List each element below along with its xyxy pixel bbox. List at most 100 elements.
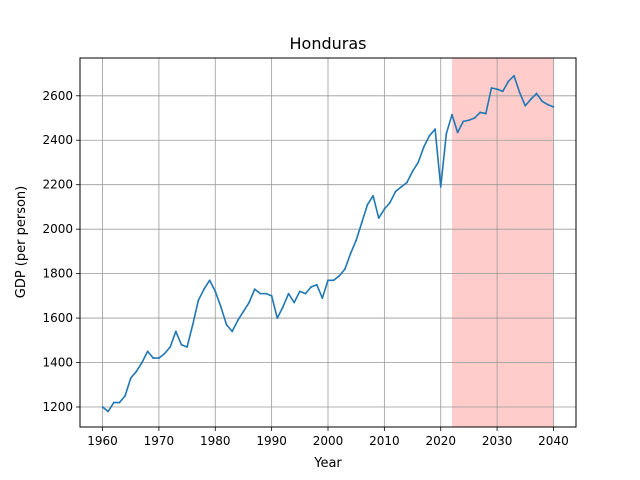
data-point — [535, 92, 538, 95]
gridlines — [80, 58, 576, 427]
data-point — [287, 292, 290, 295]
data-point — [383, 208, 386, 211]
data-point — [231, 330, 234, 333]
data-point — [468, 119, 470, 122]
data-point — [445, 132, 448, 135]
data-point — [107, 410, 110, 413]
data-point — [248, 301, 250, 304]
data-point — [372, 194, 374, 197]
data-point — [191, 323, 194, 326]
data-point — [344, 268, 346, 271]
data-point — [152, 357, 155, 359]
data-point — [214, 290, 217, 293]
y-tick-label: 1800 — [42, 267, 73, 281]
data-point — [513, 74, 515, 77]
data-point — [276, 317, 279, 319]
x-tick-label: 1970 — [144, 434, 175, 448]
x-tick-label: 2010 — [369, 434, 400, 448]
y-tick-label: 2000 — [42, 222, 73, 236]
data-point — [259, 292, 262, 295]
data-point — [394, 190, 397, 193]
data-point — [490, 87, 493, 89]
data-point — [428, 134, 431, 137]
highlight-band-rect — [452, 58, 554, 427]
data-point — [530, 98, 532, 101]
data-point — [282, 306, 284, 308]
data-point — [406, 181, 408, 184]
data-point — [400, 186, 403, 188]
data-point — [332, 279, 335, 282]
data-point — [270, 294, 273, 297]
data-point — [293, 301, 296, 304]
y-tick-label: 2400 — [42, 133, 73, 147]
y-tick-label: 2200 — [42, 178, 73, 192]
data-point — [180, 343, 183, 346]
data-point — [479, 111, 482, 114]
data-point — [186, 346, 188, 348]
data-point — [439, 186, 442, 188]
data-point — [321, 297, 324, 299]
x-tick-label: 2030 — [482, 434, 513, 448]
x-tick-label: 1960 — [87, 434, 118, 448]
data-point — [135, 370, 138, 373]
data-point — [315, 283, 318, 286]
data-point — [360, 221, 363, 224]
data-point — [310, 286, 312, 288]
data-point — [236, 319, 239, 322]
data-point — [197, 299, 200, 302]
data-point — [507, 80, 510, 83]
y-axis-ticks: 1200 1400 1600 1800 2000 2200 2400 2600 — [42, 89, 80, 414]
data-point — [377, 217, 380, 219]
data-point — [541, 100, 544, 103]
data-point — [434, 128, 436, 131]
data-point — [225, 323, 228, 326]
data-point — [163, 352, 166, 355]
x-axis-ticks: 1960 1970 1980 1990 2000 2010 2020 2030 2040 — [87, 427, 569, 448]
data-point — [129, 377, 132, 379]
data-point — [411, 170, 414, 173]
data-point — [417, 161, 420, 164]
data-point — [462, 120, 465, 123]
data-point — [501, 90, 504, 93]
y-tick-label: 1200 — [42, 400, 73, 414]
data-point — [349, 252, 352, 255]
forecast-highlight-band — [452, 58, 554, 427]
data-point — [242, 310, 245, 313]
data-point — [422, 146, 425, 148]
data-point — [338, 274, 341, 277]
data-point — [208, 279, 211, 282]
data-point — [101, 406, 104, 408]
x-axis-label: Year — [313, 456, 342, 471]
data-point — [524, 104, 527, 107]
data-point — [118, 401, 121, 404]
data-point — [546, 103, 549, 106]
data-point — [552, 106, 555, 108]
chart-title: Honduras — [290, 34, 367, 53]
data-point — [456, 131, 459, 134]
data-point — [124, 394, 126, 397]
data-point — [265, 292, 267, 295]
data-point — [327, 279, 329, 282]
x-tick-label: 1980 — [200, 434, 231, 448]
data-point — [253, 288, 256, 291]
data-point — [496, 88, 498, 91]
data-point — [141, 361, 143, 364]
data-point — [146, 350, 149, 353]
y-tick-label: 1400 — [42, 356, 73, 370]
y-tick-label: 2600 — [42, 89, 73, 103]
y-axis-label: GDP (per person) — [14, 186, 29, 299]
data-point — [355, 239, 358, 242]
data-point — [366, 203, 369, 206]
data-point — [451, 113, 453, 116]
series-layer — [101, 74, 555, 413]
data-point — [484, 112, 487, 115]
data-point — [174, 330, 177, 333]
data-point — [158, 357, 160, 359]
data-point — [389, 201, 391, 204]
data-point — [304, 292, 307, 295]
y-tick-label: 1600 — [42, 311, 73, 325]
data-point — [473, 117, 476, 119]
x-tick-label: 2020 — [425, 434, 456, 448]
data-point — [518, 91, 521, 94]
